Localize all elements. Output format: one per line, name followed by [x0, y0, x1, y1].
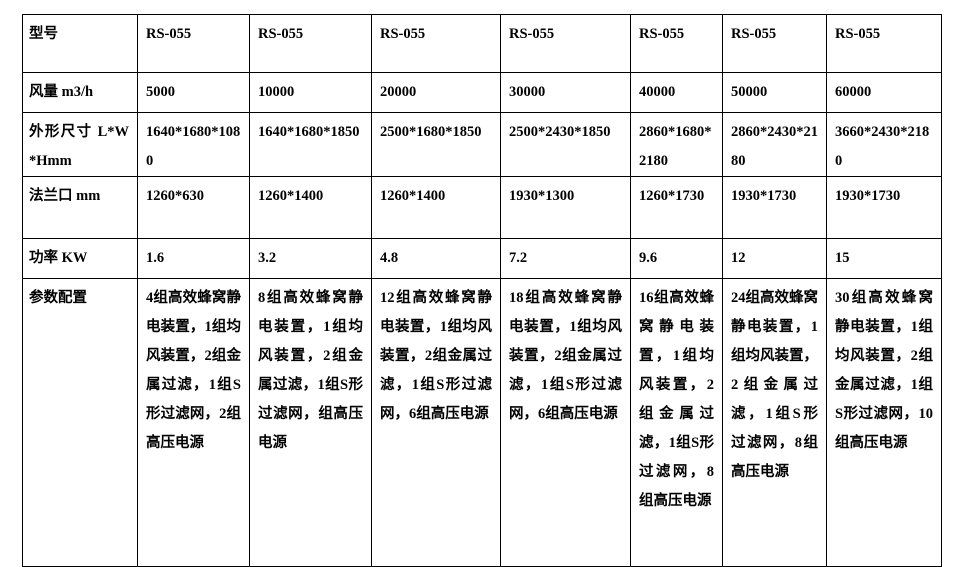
table-cell: 3660*2430*2180: [826, 112, 942, 177]
table-cell: RS-055: [371, 14, 501, 73]
table-cell: 2500*1680*1850: [371, 112, 501, 177]
table-cell: 10000: [249, 72, 372, 113]
table-cell: RS-055: [826, 14, 942, 73]
table-row-model: 型号 RS-055 RS-055 RS-055 RS-055 RS-055 RS-055 RS…: [22, 14, 942, 73]
table-cell: 2860*2430*2180: [722, 112, 827, 177]
table-cell: 1930*1300: [500, 176, 631, 239]
row-header: 风量 m3/h: [22, 72, 138, 113]
table-cell: 2500*2430*1850: [500, 112, 631, 177]
spec-table: 型号 RS-055 RS-055 RS-055 RS-055 RS-055 RS-055 RS…: [22, 14, 942, 567]
table-cell: 30000: [500, 72, 631, 113]
table-cell: 12: [722, 238, 827, 279]
table-cell: 1260*630: [137, 176, 250, 239]
table-row-dimensions: 外形尺寸 L*W*Hmm 1640*1680*1080 1640*1680*1850…: [22, 112, 942, 177]
table-row-configuration: 参数配置 4组高效蜂窝静电装置，1组均风装置，2组金属过滤，1组S形过滤网，2组高…: [22, 278, 942, 567]
table-cell: 30组高效蜂窝静电装置，1组均风装置，2组金属过滤，1组S形过滤网，10组高压电…: [826, 278, 942, 567]
table-cell: 15: [826, 238, 942, 279]
table-cell: 7.2: [500, 238, 631, 279]
table-cell: 20000: [371, 72, 501, 113]
table-cell: RS-055: [500, 14, 631, 73]
table-cell: 18组高效蜂窝静电装置，1组均风装置，2组金属过滤，1组S形过滤网，6组高压电源: [500, 278, 631, 567]
table-cell: RS-055: [630, 14, 723, 73]
row-header: 法兰口 mm: [22, 176, 138, 239]
table-cell: RS-055: [137, 14, 250, 73]
table-cell: 1640*1680*1850: [249, 112, 372, 177]
table-row-power: 功率 KW 1.6 3.2 4.8 7.2 9.6 12 15: [22, 238, 942, 279]
row-header: 外形尺寸 L*W*Hmm: [22, 112, 138, 177]
table-cell: 1640*1680*1080: [137, 112, 250, 177]
table-cell: 1.6: [137, 238, 250, 279]
table-cell: 50000: [722, 72, 827, 113]
table-cell: 24组高效蜂窝静电装置，1组均风装置，2组金属过滤，1组S形过滤网，8组高压电源: [722, 278, 827, 567]
table-cell: 5000: [137, 72, 250, 113]
row-header: 参数配置: [22, 278, 138, 567]
table-cell: 9.6: [630, 238, 723, 279]
table-cell: 8组高效蜂窝静电装置，1组均风装置，2组金属过滤，1组S形过滤网，组高压电源: [249, 278, 372, 567]
row-header: 型号: [22, 14, 138, 73]
table-row-airflow: 风量 m3/h 5000 10000 20000 30000 40000 50000 6000…: [22, 72, 942, 113]
table-cell: RS-055: [249, 14, 372, 73]
table-cell: 1930*1730: [722, 176, 827, 239]
table-cell: 40000: [630, 72, 723, 113]
table-cell: 1260*1400: [249, 176, 372, 239]
table-cell: 16组高效蜂窝静电装置，1组均风装置，2组金属过滤，1组S形过滤网，8组高压电源: [630, 278, 723, 567]
table-row-flange: 法兰口 mm 1260*630 1260*1400 1260*1400 1930*130…: [22, 176, 942, 239]
table-cell: 60000: [826, 72, 942, 113]
table-cell: 1930*1730: [826, 176, 942, 239]
table-cell: 12组高效蜂窝静电装置，1组均风装置，2组金属过滤，1组S形过滤网，6组高压电源: [371, 278, 501, 567]
table-cell: 1260*1400: [371, 176, 501, 239]
table-cell: 4组高效蜂窝静电装置，1组均风装置，2组金属过滤，1组S形过滤网，2组高压电源: [137, 278, 250, 567]
table-cell: 3.2: [249, 238, 372, 279]
table-cell: 4.8: [371, 238, 501, 279]
table-cell: 2860*1680*2180: [630, 112, 723, 177]
table-cell: RS-055: [722, 14, 827, 73]
table-cell: 1260*1730: [630, 176, 723, 239]
row-header: 功率 KW: [22, 238, 138, 279]
